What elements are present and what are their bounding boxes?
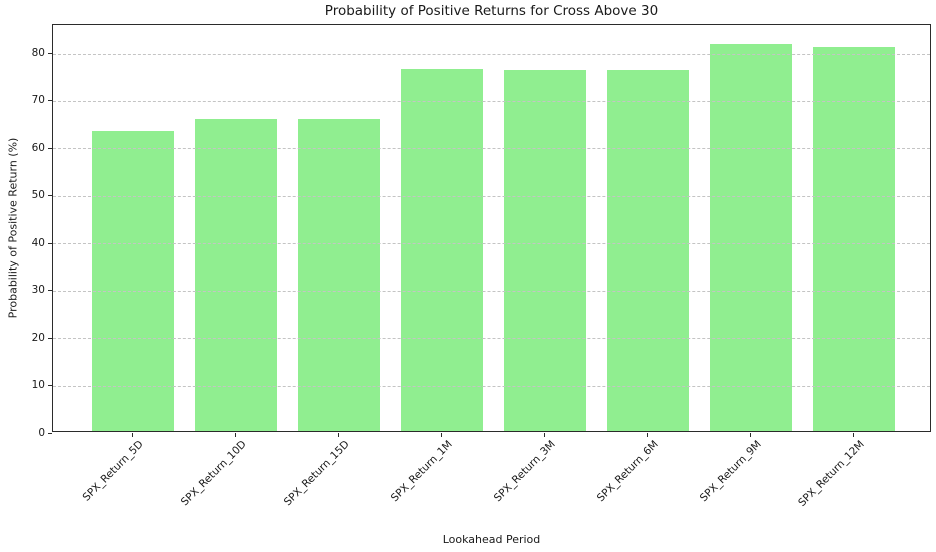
y-tick-mark-40 [48,242,52,244]
gridline-20 [53,338,930,340]
bar-SPX_Return_1M [400,69,483,431]
bar-SPX_Return_6M [606,69,689,431]
bar-SPX_Return_5D [91,130,174,431]
y-tick-label-30: 30 [31,284,45,297]
bar-SPX_Return_9M [709,43,792,431]
x-tick-mark-SPX_Return_5D [132,433,133,437]
y-tick-mark-0 [48,432,52,434]
x-tick-label-SPX_Return_15D: SPX_Return_15D [281,438,352,509]
x-tick-label-SPX_Return_10D: SPX_Return_10D [178,438,249,509]
y-tick-label-20: 20 [31,331,45,344]
gridline-80 [53,53,930,55]
y-tick-label-50: 50 [31,189,45,202]
y-tick-mark-50 [48,195,52,197]
x-tick-label-SPX_Return_6M: SPX_Return_6M [594,438,661,505]
x-tick-mark-SPX_Return_6M [647,433,648,437]
y-tick-label-80: 80 [31,47,45,59]
y-tick-label-60: 60 [31,141,45,154]
gridline-60 [53,148,930,150]
y-tick-mark-60 [48,147,52,149]
y-tick-mark-70 [48,100,52,102]
x-tick-label-SPX_Return_9M: SPX_Return_9M [697,438,764,505]
x-axis-title: Lookahead Period [442,533,541,546]
chart-title: Probability of Positive Returns for Cros… [324,3,659,19]
bar-SPX_Return_3M [503,69,586,431]
gridline-30 [53,290,930,292]
y-tick-label-10: 10 [31,379,45,392]
y-tick-mark-30 [48,290,52,292]
gridline-10 [53,385,930,387]
gridline-70 [53,100,930,102]
gridline-50 [53,195,930,197]
y-tick-label-40: 40 [31,236,45,249]
x-tick-mark-SPX_Return_1M [441,433,442,437]
bar-SPX_Return_10D [194,118,277,431]
x-tick-mark-SPX_Return_12M [853,433,854,437]
x-tick-label-SPX_Return_12M: SPX_Return_12M [795,438,867,509]
bar-SPX_Return_12M [812,47,895,431]
y-axis-title: Probability of Positive Return (%) [6,137,20,319]
x-tick-label-SPX_Return_1M: SPX_Return_1M [388,438,455,505]
gridline-40 [53,243,930,245]
x-tick-mark-SPX_Return_10D [235,433,236,437]
y-tick-mark-20 [48,337,52,339]
x-tick-mark-SPX_Return_9M [750,433,751,437]
y-tick-mark-10 [48,385,52,387]
bar-SPX_Return_15D [297,118,380,431]
x-tick-label-SPX_Return_3M: SPX_Return_3M [491,438,558,505]
plot-area: 0 10 20 30 40 50 60 70 80 SPX_Return_5D SPX_Return… [32,24,931,509]
x-tick-mark-SPX_Return_3M [544,433,545,437]
x-tick-mark-SPX_Return_15D [338,433,339,437]
y-tick-label-0: 0 [38,426,45,439]
x-tick-label-SPX_Return_5D: SPX_Return_5D [80,438,146,504]
y-tick-label-70: 70 [31,94,45,107]
y-tick-mark-80 [48,53,52,54]
